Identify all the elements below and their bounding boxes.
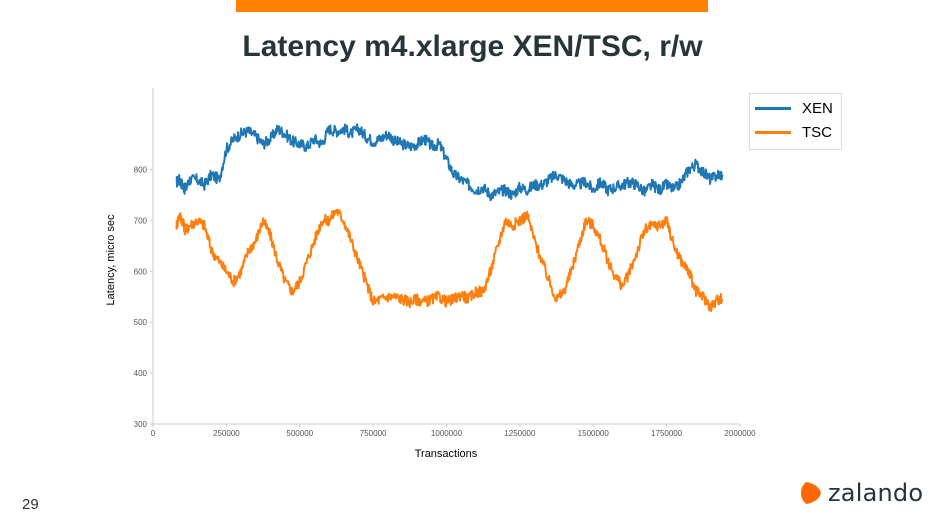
legend-item-tsc: TSC xyxy=(750,124,832,141)
y-tick-label: 500 xyxy=(134,318,148,327)
x-tick-label: 1500000 xyxy=(578,429,610,438)
legend-item-xen: XEN xyxy=(750,100,833,117)
y-tick-label: 400 xyxy=(134,369,148,378)
slide-title: Latency m4.xlarge XEN/TSC, r/w xyxy=(242,30,703,63)
series-line-tsc xyxy=(175,208,724,312)
zalando-logo-icon xyxy=(801,482,821,504)
legend-label-xen: XEN xyxy=(802,100,833,117)
x-tick-label: 1000000 xyxy=(431,429,463,438)
y-tick-label: 600 xyxy=(134,267,148,276)
x-tick-label: 0 xyxy=(151,429,156,438)
y-tick-label: 800 xyxy=(134,165,148,174)
x-axis-label: Transactions xyxy=(415,448,478,460)
page-number: 29 xyxy=(22,496,39,513)
x-tick-label: 750000 xyxy=(360,429,387,438)
series-line-xen xyxy=(175,123,724,202)
logo-text: zalando xyxy=(828,479,924,507)
legend-label-tsc: TSC xyxy=(802,124,832,141)
chart-series-layer xyxy=(175,123,724,312)
x-tick-label: 500000 xyxy=(286,429,313,438)
y-axis-label: Latency, micro sec xyxy=(105,214,117,305)
x-tick-label: 1750000 xyxy=(651,429,683,438)
y-tick-label: 700 xyxy=(134,216,148,225)
zalando-logo: zalando xyxy=(800,478,923,508)
x-tick-label: 2000000 xyxy=(724,429,756,438)
legend-swatch-tsc xyxy=(755,131,791,134)
legend-swatch-xen xyxy=(755,107,791,110)
y-tick-label: 300 xyxy=(134,420,148,429)
x-tick-label: 250000 xyxy=(213,429,240,438)
chart-axes: 0 250000 500000 750000 1000000 1250000 1500000… xyxy=(134,88,756,438)
chart-legend: XEN TSC xyxy=(749,93,842,150)
accent-bar xyxy=(236,0,708,12)
x-tick-label: 1250000 xyxy=(504,429,536,438)
